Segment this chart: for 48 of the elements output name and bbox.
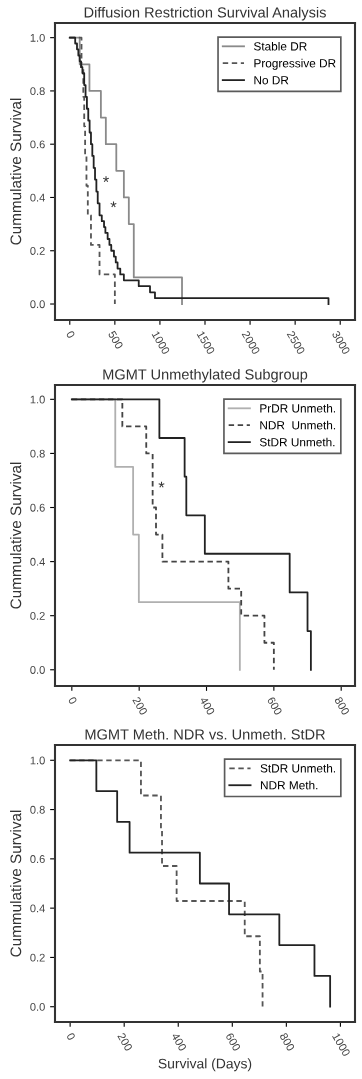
legend-label: Progressive DR <box>254 58 336 70</box>
legend-label: PrDR Unmeth. <box>260 403 336 413</box>
y-tick-label: 0.6 <box>30 140 45 149</box>
x-tick-label: 400 <box>171 1032 187 1052</box>
y-tick-label: 0.4 <box>30 557 45 566</box>
legend-label: Stable DR <box>253 41 307 51</box>
y-tick-label: 1.0 <box>30 33 45 42</box>
y-tick-label: 1.0 <box>30 756 45 765</box>
y-tick-label: 0.4 <box>30 193 45 202</box>
y-tick-label: 0.2 <box>30 247 45 255</box>
x-tick-label: 200 <box>117 1032 133 1052</box>
y-tick-label: 0.2 <box>30 611 45 620</box>
y-tick-label: 0.0 <box>30 666 45 674</box>
legend-label: NDR Unmeth. <box>260 420 336 430</box>
y-axis-title: Cummulative Survival <box>10 98 22 245</box>
y-axis-title: Cummulative Survival <box>10 810 22 957</box>
chart-title: MGMT Meth. NDR vs. Unmeth. StDR <box>85 728 325 740</box>
legend-label: StDR Unmeth. <box>260 763 336 773</box>
x-tick-label: 500 <box>107 330 124 350</box>
x-tick-label: 800 <box>334 696 350 716</box>
chart-title: MGMT Unmethylated Subgroup <box>103 368 308 383</box>
legend-label: StDR Unmeth. <box>259 437 335 447</box>
y-tick-label: 0.4 <box>30 904 45 913</box>
x-tick-label: 0 <box>66 1032 76 1041</box>
y-axis-title: Cummulative Survival <box>10 462 22 609</box>
y-tick-label: 0.8 <box>30 449 45 458</box>
y-tick-label: 0.8 <box>30 87 45 96</box>
x-tick-label: 0 <box>65 330 76 339</box>
chart-title: Diffusion Restriction Survival Analysis <box>84 6 326 21</box>
legend-label: No DR <box>254 76 289 85</box>
x-tick-label: 400 <box>199 696 216 716</box>
x-tick-label: 600 <box>266 696 283 716</box>
annotation: * <box>103 176 109 183</box>
x-tick-label: 200 <box>132 696 148 716</box>
legend-label: NDR Meth. <box>260 780 318 790</box>
y-tick-label: 0.6 <box>30 855 45 863</box>
y-tick-label: 1.0 <box>30 395 45 404</box>
y-tick-label: 0.8 <box>30 805 45 814</box>
y-tick-label: 0.2 <box>30 953 45 962</box>
x-tick-label: 800 <box>279 1032 295 1052</box>
x-tick-label: 0 <box>67 696 78 705</box>
y-tick-label: 0.0 <box>30 300 45 309</box>
x-tick-label: 600 <box>225 1032 241 1052</box>
y-tick-label: 0.6 <box>30 503 45 512</box>
annotation: * <box>158 481 165 488</box>
annotation: * <box>110 201 117 208</box>
y-tick-label: 0.0 <box>30 1002 45 1011</box>
x-axis-title: Survival (Days) <box>158 1058 252 1072</box>
